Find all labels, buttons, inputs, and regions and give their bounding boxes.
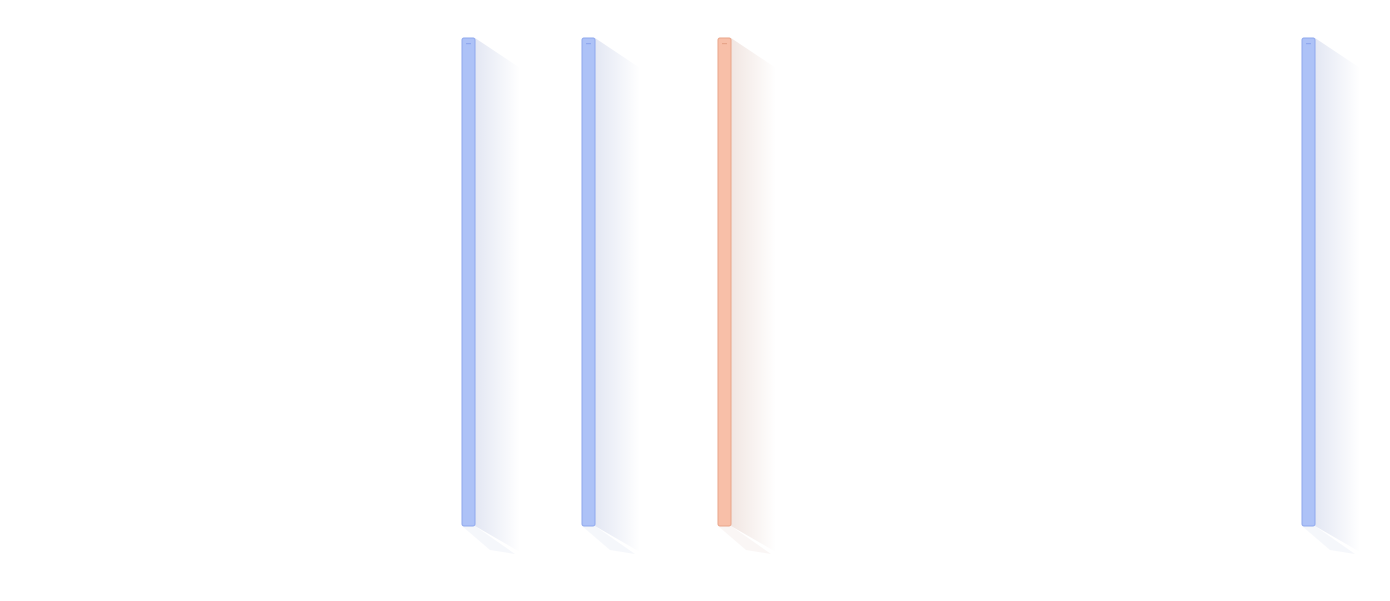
panel-shadow-foot — [718, 526, 771, 554]
panel-shadow — [475, 38, 520, 552]
panel — [461, 37, 476, 527]
panel-tab — [466, 43, 471, 45]
panel — [581, 37, 596, 527]
panel-shadow-foot — [1302, 526, 1355, 554]
panel-shadow — [731, 38, 776, 552]
panel-shadow-foot — [582, 526, 635, 554]
panel-tab — [722, 43, 727, 45]
panel — [717, 37, 732, 527]
panel-shadow — [1315, 38, 1360, 552]
panel-shadow — [595, 38, 640, 552]
panel-tab — [1306, 43, 1311, 45]
panel — [1301, 37, 1316, 527]
panel-tab — [586, 43, 591, 45]
panel-shadow-foot — [462, 526, 515, 554]
